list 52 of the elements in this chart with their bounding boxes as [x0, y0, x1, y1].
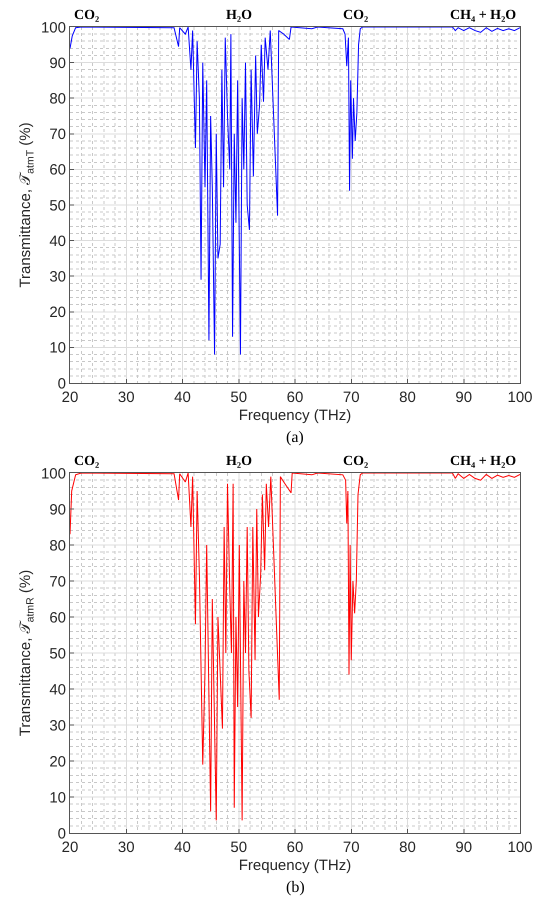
y-tick-label: 0: [58, 825, 66, 842]
text: CH₄ + H₂O: [450, 454, 516, 469]
x-tick-label: 40: [174, 389, 191, 406]
x-axis-title: Frequency (THz): [238, 407, 352, 424]
text: H₂O: [226, 454, 252, 469]
line-series: [70, 27, 520, 356]
text: CH₄ + H₂O: [450, 8, 516, 23]
line-series: [70, 473, 520, 821]
x-axis-title: Frequency (THz): [238, 857, 352, 874]
text: CO₂: [343, 8, 368, 23]
y-tick-label: 70: [49, 126, 66, 144]
x-tick-label: 50: [230, 389, 248, 406]
text: (a): [286, 429, 304, 446]
x-tick-label: 70: [342, 839, 360, 856]
y-tick-label: 20: [49, 304, 66, 322]
text: (b): [286, 879, 305, 896]
y-tick-label: 100: [40, 465, 66, 482]
text: CO₂: [343, 454, 368, 469]
y-tick-label: 20: [49, 753, 66, 770]
y-tick-label: 80: [49, 537, 66, 554]
y-tick-label: 50: [49, 645, 66, 662]
y-tick-label: 30: [49, 268, 66, 286]
x-tick-label: 80: [399, 839, 416, 856]
y-tick-label: 60: [49, 609, 66, 626]
y-tick-label: 50: [49, 197, 66, 214]
x-tick-label: 100: [507, 839, 533, 856]
y-tick-label: 60: [49, 162, 66, 179]
y-tick-label: 90: [49, 501, 66, 518]
y-tick-label: 90: [49, 54, 66, 72]
y-tick-label: 80: [49, 90, 66, 108]
x-tick-label: 90: [455, 839, 472, 856]
y-tick-label: 30: [49, 717, 66, 734]
x-tick-label: 60: [286, 389, 304, 406]
x-tick-label: 80: [399, 389, 416, 406]
y-tick-label: 70: [49, 573, 66, 590]
y-tick-label: 10: [49, 340, 66, 357]
x-tick-label: 60: [286, 839, 304, 856]
text: CO₂: [74, 8, 100, 23]
x-tick-label: 100: [507, 389, 533, 406]
x-tick-label: 90: [455, 389, 472, 406]
x-tick-label: 30: [118, 389, 135, 406]
y-tick-label: 0: [58, 375, 66, 392]
x-tick-label: 70: [342, 389, 360, 406]
text: CO₂: [74, 454, 100, 469]
y-tick-label: 40: [49, 681, 66, 698]
x-tick-label: 50: [230, 839, 248, 856]
text: H₂O: [226, 8, 252, 23]
x-tick-label: 40: [174, 839, 191, 856]
y-tick-label: 10: [49, 789, 66, 806]
y-tick-label: 100: [40, 19, 66, 36]
x-tick-label: 30: [118, 839, 135, 856]
y-tick-label: 40: [49, 232, 66, 250]
